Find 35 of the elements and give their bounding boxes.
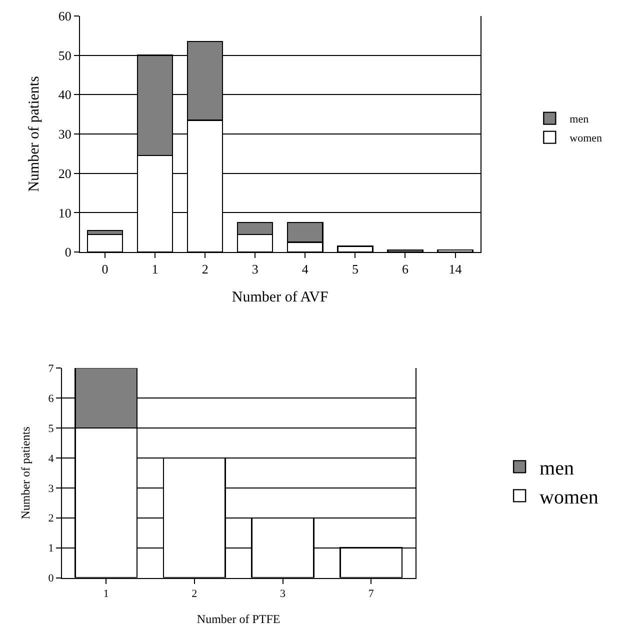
- x-tick-label: 6: [402, 262, 409, 277]
- x-tick-label: 1: [103, 588, 109, 600]
- x-tick-label: 14: [448, 262, 462, 277]
- y-tick-label: 7: [48, 362, 54, 375]
- y-tick-label: 6: [48, 392, 54, 405]
- x-tick-label: 3: [280, 588, 286, 600]
- x-tick-label: 0: [102, 262, 108, 277]
- y-tick-label: 50: [58, 48, 72, 63]
- x-tick-label: 2: [192, 588, 198, 600]
- x-axis-title: Number of AVF: [232, 290, 328, 306]
- x-tick-label: 3: [252, 262, 258, 277]
- legend-label: women: [540, 486, 598, 508]
- x-axis-title: Number of PTFE: [196, 612, 280, 626]
- y-tick-label: 2: [48, 512, 54, 525]
- y-tick-label: 0: [64, 244, 72, 260]
- x-tick-label: 5: [352, 262, 358, 277]
- x-tick-label: 2: [202, 262, 208, 277]
- y-tick-label: 0: [48, 572, 54, 585]
- y-tick-label: 4: [48, 452, 54, 465]
- y-tick-label: 1: [48, 542, 54, 555]
- legend-label: men: [570, 114, 590, 126]
- y-tick-label: 3: [48, 482, 54, 495]
- y-tick-label: 40: [58, 87, 72, 102]
- legend-label: women: [570, 132, 603, 145]
- y-axis-title: Number of patients: [26, 76, 43, 192]
- x-tick-label: 1: [152, 262, 158, 277]
- legend-label: men: [540, 458, 574, 480]
- y-tick-label: 20: [58, 166, 72, 181]
- x-tick-label: 4: [302, 262, 309, 277]
- y-tick-label: 10: [58, 205, 72, 220]
- y-tick-label: 5: [48, 422, 54, 435]
- y-tick-label: 30: [58, 126, 72, 142]
- y-axis-title: Number of patients: [18, 426, 33, 520]
- x-tick-label: 7: [368, 588, 374, 600]
- y-tick-label: 60: [58, 8, 72, 24]
